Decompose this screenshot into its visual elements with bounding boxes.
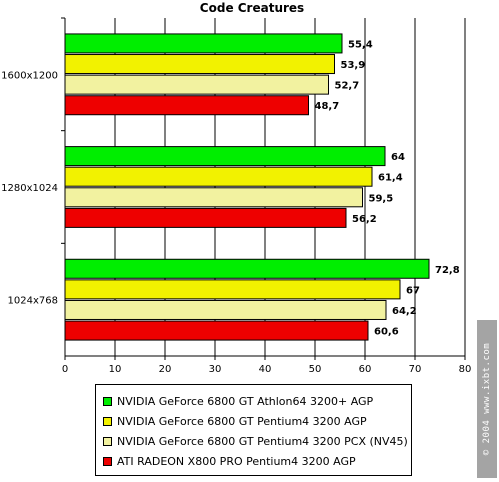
x-tick-label: 10	[109, 364, 122, 375]
data-label: 59,5	[369, 193, 394, 204]
legend-item: NVIDIA GeForce 6800 GT Pentium4 3200 AGP	[96, 414, 367, 428]
bar	[64, 299, 387, 320]
chart-title: Code Creatures	[200, 1, 304, 15]
gridlines	[61, 17, 466, 360]
x-tick-label: 80	[459, 364, 472, 375]
data-label: 55,4	[348, 39, 373, 50]
data-label: 53,9	[341, 60, 366, 71]
legend-swatch	[103, 456, 112, 466]
bar	[64, 95, 309, 116]
x-tick-label: 70	[409, 364, 422, 375]
bar	[64, 279, 401, 300]
legend-item: NVIDIA GeForce 6800 GT Athlon64 3200+ AG…	[96, 394, 373, 408]
legend: NVIDIA GeForce 6800 GT Athlon64 3200+ AG…	[95, 384, 412, 476]
x-tick-label: 0	[62, 364, 68, 375]
bar	[64, 74, 329, 95]
watermark: © 2004 www.ixbt.com	[477, 320, 497, 478]
data-labels: 55,4 53,9 52,7 48,7 64 61,4 59,5 56,2 72,8 67 64,2…	[315, 39, 460, 337]
legend-item: ATI RADEON X800 PRO Pentium4 3200 AGP	[96, 454, 356, 468]
x-tick-label: 50	[309, 364, 322, 375]
legend-item: NVIDIA GeForce 6800 GT Pentium4 3200 PCX…	[96, 434, 408, 448]
data-label: 56,2	[352, 214, 377, 225]
bar	[64, 258, 430, 279]
legend-swatch	[103, 436, 112, 446]
data-label: 52,7	[335, 81, 360, 92]
legend-swatch	[103, 396, 112, 406]
bar	[64, 187, 363, 208]
data-label: 72,8	[435, 265, 460, 276]
bar	[64, 320, 369, 341]
bars	[64, 33, 430, 341]
watermark-text: © 2004 www.ixbt.com	[482, 342, 492, 456]
legend-swatch	[103, 416, 112, 426]
data-label: 67	[406, 285, 420, 296]
category-labels: 1600x1200 1280x1024 1024x768	[1, 70, 58, 306]
category-label: 1024x768	[8, 296, 58, 307]
x-tick-label: 60	[359, 364, 372, 375]
data-label: 61,4	[378, 173, 403, 184]
legend-label: NVIDIA GeForce 6800 GT Pentium4 3200 AGP	[117, 414, 367, 428]
x-tick-labels: 0 10 20 30 40 50 60 70 80	[62, 364, 472, 375]
category-label: 1280x1024	[1, 183, 58, 194]
category-label: 1600x1200	[1, 70, 58, 81]
bar	[64, 146, 386, 167]
data-label: 64,2	[392, 306, 417, 317]
bar-chart: Code Creatures 55,4 53,9 52,7 48,7 64 61,4 59,…	[1, 1, 472, 375]
bar	[64, 33, 343, 54]
bar	[64, 207, 347, 228]
data-label: 48,7	[315, 101, 340, 112]
bar	[64, 166, 373, 187]
x-tick-label: 30	[209, 364, 222, 375]
data-label: 60,6	[374, 327, 399, 338]
x-tick-label: 40	[259, 364, 272, 375]
legend-label: NVIDIA GeForce 6800 GT Pentium4 3200 PCX…	[117, 434, 408, 448]
data-label: 64	[391, 152, 405, 163]
legend-label: NVIDIA GeForce 6800 GT Athlon64 3200+ AG…	[117, 394, 374, 408]
bar	[64, 54, 335, 75]
legend-label: ATI RADEON X800 PRO Pentium4 3200 AGP	[117, 454, 356, 468]
x-tick-label: 20	[159, 364, 172, 375]
